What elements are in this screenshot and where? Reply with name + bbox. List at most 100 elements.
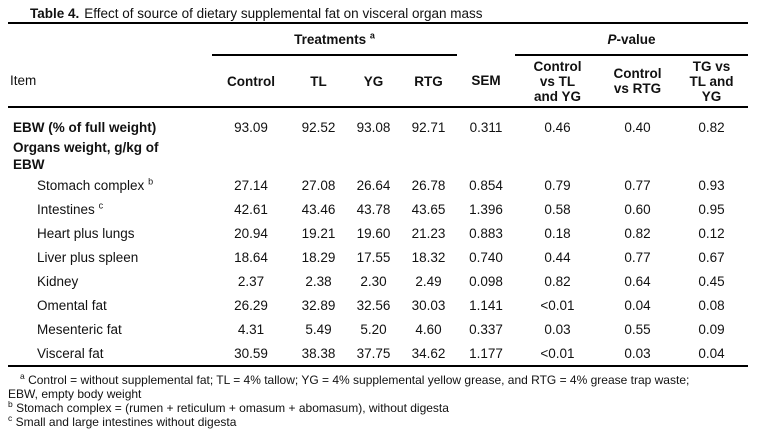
- row-label: Stomach complex b: [37, 176, 154, 193]
- cell-control: 93.09: [234, 119, 268, 135]
- cell-p-control-vs-tl-yg: 0.79: [544, 177, 571, 193]
- cell-sem: 0.883: [469, 225, 503, 241]
- footnote-b-text: Stomach complex = (rumen + reticulum + o…: [16, 401, 449, 415]
- cell-control: 20.94: [234, 225, 268, 241]
- cell-tl: 43.46: [301, 201, 336, 217]
- cell-sem: 1.177: [469, 345, 503, 361]
- cell-rtg: 30.03: [411, 297, 446, 313]
- cell-sem: 0.740: [469, 249, 503, 265]
- cell-p-tg-vs-tl-yg: 0.67: [698, 249, 725, 265]
- cell-yg: 19.60: [356, 225, 391, 241]
- group-header-spacer: [8, 23, 212, 55]
- pvalue-group-header: P-value: [515, 23, 748, 56]
- table-row: Heart plus lungs 20.94 19.21 19.60 21.23 0.88…: [8, 221, 748, 245]
- cell-sem: 1.396: [469, 201, 503, 217]
- row-label: Organs weight, g/kg of EBW: [13, 140, 159, 172]
- row-label: Omental fat: [37, 297, 107, 313]
- cell-tl: 2.38: [305, 273, 332, 289]
- cell-p-tg-vs-tl-yg: [675, 139, 748, 173]
- cell-rtg: 26.78: [411, 177, 446, 193]
- cell-control: [212, 139, 290, 173]
- cell-p-control-vs-rtg: 0.77: [624, 177, 651, 193]
- col-header-rtg: RTG: [400, 55, 457, 108]
- cell-yg: 2.30: [360, 273, 387, 289]
- data-table: Treatments a P-value Item Control TL YG RTG S…: [8, 22, 748, 367]
- row-label: Visceral fat: [37, 345, 104, 361]
- table-row: Visceral fat 30.59 38.38 37.75 34.62 1.177 <0.…: [8, 341, 748, 366]
- col-header-p-control-vs-tl-yg: Control vs TL and YG: [515, 55, 600, 108]
- cell-p-control-vs-rtg: 0.40: [624, 119, 651, 135]
- caption-text: Effect of source of dietary supplemental…: [84, 6, 483, 21]
- cell-p-control-vs-rtg: 0.03: [624, 345, 651, 361]
- cell-rtg: 34.62: [411, 345, 446, 361]
- cell-sem: 0.337: [469, 321, 503, 337]
- cell-yg: 5.20: [360, 321, 387, 337]
- col-header-sem: SEM: [457, 55, 515, 108]
- col-header-item: Item: [8, 55, 212, 108]
- col-header-p-tg-vs-tl-yg: TG vs TL and YG: [675, 55, 748, 108]
- cell-tl: 92.52: [301, 119, 336, 135]
- footnote-b-superscript: b: [8, 399, 13, 409]
- cell-rtg: 2.49: [415, 273, 442, 289]
- cell-p-control-vs-rtg: 0.82: [624, 225, 651, 241]
- table-row: EBW (% of full weight) 93.09 92.52 93.08 92.…: [8, 107, 748, 139]
- cell-control: 26.29: [234, 297, 268, 313]
- cell-p-tg-vs-tl-yg: 0.82: [698, 119, 725, 135]
- cell-tl: 5.49: [305, 321, 332, 337]
- col-header-control: Control: [212, 55, 290, 108]
- cell-tl: [290, 139, 347, 173]
- cell-p-control-vs-tl-yg: 0.03: [544, 321, 571, 337]
- table-row: Kidney 2.37 2.38 2.30 2.49 0.098 0.82 0.64 0.45: [8, 269, 748, 293]
- table-row: Mesenteric fat 4.31 5.49 5.20 4.60 0.337 0.03 0…: [8, 317, 748, 341]
- col-header-p-control-vs-rtg: Control vs RTG: [600, 55, 675, 108]
- cell-rtg: 43.65: [411, 201, 446, 217]
- cell-p-tg-vs-tl-yg: 0.09: [698, 321, 725, 337]
- cell-rtg: 4.60: [415, 321, 442, 337]
- cell-yg: 32.56: [356, 297, 391, 313]
- cell-control: 27.14: [234, 177, 268, 193]
- cell-p-tg-vs-tl-yg: 0.95: [698, 201, 725, 217]
- footnote-a: a Control = without supplemental fat; TL…: [8, 371, 708, 401]
- cell-p-control-vs-rtg: 0.64: [624, 273, 651, 289]
- cell-control: 4.31: [237, 321, 265, 337]
- cell-yg: 93.08: [356, 119, 391, 135]
- cell-p-tg-vs-tl-yg: 0.08: [698, 297, 725, 313]
- cell-tl: 27.08: [301, 177, 336, 193]
- cell-p-control-vs-tl-yg: <0.01: [540, 345, 575, 361]
- row-label: Heart plus lungs: [37, 225, 135, 241]
- cell-p-control-vs-tl-yg: 0.82: [544, 273, 571, 289]
- footnote-c-text: Small and large intestines without diges…: [15, 415, 237, 429]
- cell-control: 18.64: [234, 249, 268, 265]
- cell-p-control-vs-rtg: [600, 139, 675, 173]
- cell-sem: 0.854: [469, 177, 503, 193]
- caption-label: Table 4.: [30, 6, 80, 21]
- row-label: Liver plus spleen: [37, 249, 139, 265]
- table-caption: Table 4. Effect of source of dietary supp…: [0, 0, 759, 21]
- footnotes: a Control = without supplemental fat; TL…: [8, 371, 708, 429]
- cell-p-control-vs-rtg: 0.77: [624, 249, 651, 265]
- table-row: Liver plus spleen 18.64 18.29 17.55 18.32 0.7…: [8, 245, 748, 269]
- row-label: Intestines c: [37, 200, 104, 217]
- footnote-a-text: Control = without supplemental fat; TL =…: [8, 373, 690, 401]
- row-label: Kidney: [37, 273, 79, 289]
- treatments-group-header: Treatments a: [212, 23, 457, 56]
- treatments-superscript: a: [369, 30, 375, 40]
- cell-p-tg-vs-tl-yg: 0.04: [698, 345, 725, 361]
- cell-sem: [457, 139, 515, 173]
- cell-yg: 43.78: [356, 201, 391, 217]
- table-row: Stomach complex b 27.14 27.08 26.64 26.78 0.8…: [8, 173, 748, 197]
- cell-rtg: 92.71: [411, 119, 446, 135]
- column-header-row: Item Control TL YG RTG SEM Control vs TL and YG C…: [8, 55, 748, 108]
- cell-rtg: 21.23: [411, 225, 446, 241]
- cell-tl: 38.38: [301, 345, 336, 361]
- footnote-a-superscript: a: [20, 371, 25, 381]
- cell-p-tg-vs-tl-yg: 0.45: [698, 273, 725, 289]
- cell-control: 30.59: [234, 345, 268, 361]
- cell-p-control-vs-tl-yg: 0.18: [544, 225, 571, 241]
- cell-rtg: 18.32: [411, 249, 446, 265]
- cell-tl: 19.21: [301, 225, 336, 241]
- cell-p-control-vs-rtg: 0.04: [624, 297, 651, 313]
- cell-yg: 37.75: [356, 345, 391, 361]
- row-label-superscript: b: [148, 176, 154, 186]
